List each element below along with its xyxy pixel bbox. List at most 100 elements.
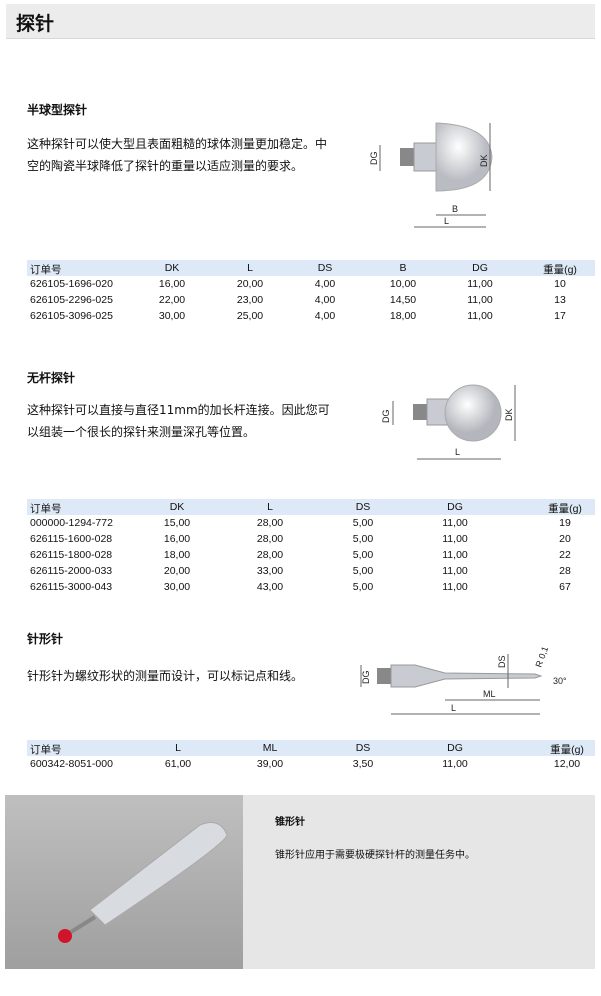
table-row: 626115-2000-033 20,00 33,00 5,00 11,00 28 [27,563,595,579]
table-cell: 17 [554,310,566,322]
table-cell: 33,00 [256,565,284,577]
table-cell: 4,00 [314,278,336,290]
table-cell: 28 [559,565,571,577]
needle-probe-table: 订单号 L ML DS DG 重量(g) 600342-8051-000 61,00 39,00… [27,740,595,772]
table-cell: 67 [559,581,571,593]
table-cell: 11,00 [442,549,468,561]
column-header: DS [317,262,333,274]
table-cell: 626105-3096-025 [30,310,113,322]
label-ml: ML [483,689,496,699]
table-cell: 3,50 [352,758,374,770]
label-angle: 30° [553,676,567,686]
page-title-bar: 探针 [6,4,595,39]
table-cell: 61,00 [164,758,192,770]
column-header: 重量(g) [548,503,582,515]
table-cell: 626115-3000-043 [30,581,113,593]
table-cell: 23,00 [236,294,264,306]
table-header: 订单号 DK L DS B DG 重量(g) [27,260,595,276]
table-cell: 4,00 [314,310,336,322]
table-cell: 600342-8051-000 [30,758,113,770]
column-header: 重量(g) [543,264,577,276]
table-cell: 10,00 [389,278,417,290]
label-l: L [444,216,449,226]
table-row: 626115-1600-028 16,00 28,00 5,00 11,00 20 [27,531,595,547]
table-cell: 626105-1696-020 [30,278,113,290]
stemless-probe-diagram: DG DK L [381,384,516,460]
column-header: DG [447,501,463,513]
table-cell: 22 [559,549,571,561]
label-dg: DG [369,152,379,166]
section-text-hemisphere: 这种探针可以使大型且表面粗糙的球体测量更加稳定。中空的陶瓷半球降低了探针的重量以… [27,137,328,173]
table-cell: 626115-1800-028 [30,549,113,561]
table-cell: 626105-2296-025 [30,294,113,306]
table-cell: 28,00 [256,549,284,561]
label-r: R 0,1 [533,645,550,669]
table-cell: 5,00 [352,549,374,561]
cone-probe-image [5,795,243,969]
table-cell: 30,00 [163,581,191,593]
table-cell: 18,00 [389,310,417,322]
table-cell: 19 [559,517,571,529]
table-cell: 28,00 [256,517,284,529]
table-cell: 626115-1600-028 [30,533,113,545]
thread [400,148,414,166]
table-cell: 5,00 [352,517,374,529]
table-cell: 11,00 [442,517,468,529]
table-cell: 11,00 [442,581,468,593]
table-cell: 20,00 [163,565,191,577]
table-header: 订单号 DK L DS DG 重量(g) [27,499,595,515]
table-cell: 626115-2000-033 [30,565,113,577]
table-cell: 11,00 [467,310,493,322]
column-header: L [267,501,273,513]
section-heading-hemisphere: 半球型探针 [27,103,88,117]
column-header: L [247,262,253,274]
table-cell: 43,00 [256,581,284,593]
table-row: 626105-2296-025 22,00 23,00 4,00 14,50 11,00 1… [27,292,595,308]
table-cell: 10 [554,278,566,290]
column-header: DS [355,501,371,513]
table-cell: 000000-1294-772 [30,517,113,529]
label-dg: DG [381,410,391,424]
hemisphere-probe-table: 订单号 DK L DS B DG 重量(g) 626105-1696-020 16,00 20,0… [27,260,595,324]
column-header: 订单号 [30,744,62,756]
column-header: ML [262,742,278,754]
table-cell: 11,00 [442,758,468,770]
label-dk: DK [504,408,514,421]
table-row: 000000-1294-772 15,00 28,00 5,00 11,00 19 [27,515,595,531]
table-row: 626105-3096-025 30,00 25,00 4,00 18,00 11,00 1… [27,308,595,324]
column-header: 订单号 [30,503,62,515]
section-heading-needle: 针形针 [27,632,64,646]
column-header: L [175,742,181,754]
column-header: DS [355,742,371,754]
cone-heading: 锥形针 [275,817,305,828]
table-cell: 11,00 [442,565,468,577]
table-cell: 16,00 [158,278,186,290]
section-text-stemless: 这种探针可以直接与直径11mm的加长杆连接。因此您可以组装一个很长的探针来测量深… [27,403,330,439]
column-header: DK [169,501,185,513]
table-cell: 11,00 [467,278,493,290]
label-b: B [452,204,458,214]
section-text-needle: 针形针为螺纹形状的测量而设计，可以标记点和线。 [27,669,304,683]
stemless-probe-table: 订单号 DK L DS DG 重量(g) 000000-1294-772 15,00 28,00… [27,499,595,595]
table-cell: 14,50 [389,294,417,306]
table-row: 626105-1696-020 16,00 20,00 4,00 10,00 11,00 1… [27,276,595,292]
table-cell: 4,00 [314,294,336,306]
cone-text: 锥形针应用于需要极硬探针杆的测量任务中。 [275,850,475,861]
column-header: 订单号 [30,264,62,276]
table-cell: 25,00 [236,310,264,322]
table-cell: 11,00 [467,294,493,306]
table-cell: 5,00 [352,565,374,577]
column-header: DK [164,262,180,274]
table-cell: 16,00 [163,533,191,545]
table-cell: 11,00 [442,533,468,545]
table-cell: 20 [559,533,571,545]
table-cell: 39,00 [256,758,284,770]
table-row: 626115-3000-043 30,00 43,00 5,00 11,00 67 [27,579,595,595]
table-cell: 5,00 [352,533,374,545]
label-l: L [455,447,460,457]
label-dg: DG [361,671,371,685]
column-header: DG [472,262,488,274]
table-cell: 15,00 [163,517,191,529]
page-title: 探针 [16,13,55,35]
table-cell: 30,00 [158,310,186,322]
